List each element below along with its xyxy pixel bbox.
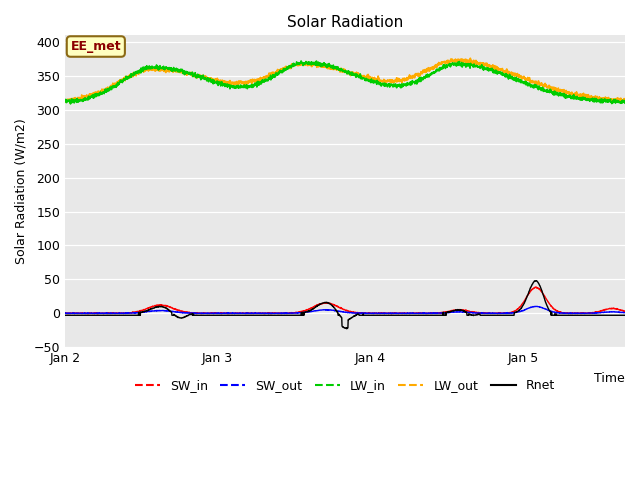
Title: Solar Radiation: Solar Radiation [287,15,403,30]
Text: Time: Time [595,372,625,385]
Text: EE_met: EE_met [70,40,121,53]
Legend: SW_in, SW_out, LW_in, LW_out, Rnet: SW_in, SW_out, LW_in, LW_out, Rnet [130,374,560,397]
Y-axis label: Solar Radiation (W/m2): Solar Radiation (W/m2) [15,119,28,264]
